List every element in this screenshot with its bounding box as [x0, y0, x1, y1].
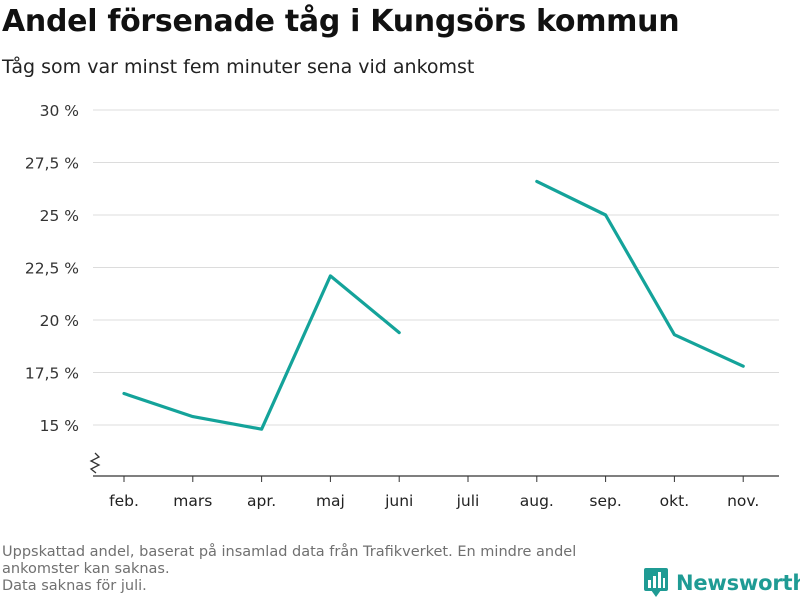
y-tick-label: 15 % — [40, 417, 79, 435]
newsworthy-logo: Newsworthy — [644, 568, 800, 598]
x-tick-label: okt. — [660, 492, 689, 510]
footer-line: ankomster kan saknas. — [2, 561, 170, 577]
y-tick-label: 25 % — [40, 207, 79, 225]
series-lines — [122, 179, 745, 431]
gridlines — [93, 109, 779, 426]
y-tick-label: 27,5 % — [25, 155, 79, 173]
x-tick-label: sep. — [589, 492, 621, 510]
newsworthy-logo-icon — [644, 568, 668, 597]
series-line — [535, 179, 745, 368]
x-tick-label: nov. — [727, 492, 759, 510]
line-chart: 15 % 17,5 % 20 % 22,5 % 25 % 27,5 % 30 % feb. m… — [25, 102, 779, 510]
y-axis-tick-labels: 15 % 17,5 % 20 % 22,5 % 25 % 27,5 % 30 % — [25, 102, 79, 435]
x-tick-label: maj — [316, 492, 345, 510]
brand-name: Newsworthy — [676, 571, 800, 595]
x-tick-label: juli — [456, 492, 480, 510]
footer-note: Uppskattad andel, baserat på insamlad da… — [2, 544, 576, 595]
chart-subtitle: Tåg som var minst fem minuter sena vid a… — [2, 56, 475, 78]
x-tick-label: aug. — [520, 492, 554, 510]
footer-line: Uppskattad andel, baserat på insamlad da… — [2, 544, 577, 560]
x-tick-label: feb. — [109, 492, 139, 510]
axis-break-icon — [89, 452, 101, 474]
footer-line: Data saknas för juli. — [2, 578, 147, 594]
x-tick-label: juni — [384, 492, 413, 510]
x-tick-label: mars — [173, 492, 212, 510]
y-tick-label: 22,5 % — [25, 260, 79, 278]
y-tick-label: 20 % — [40, 312, 79, 330]
y-tick-label: 30 % — [40, 102, 79, 120]
chart-title: Andel försenade tåg i Kungsörs kommun — [2, 4, 680, 39]
x-axis: feb. mars apr. maj juni juli aug. sep. okt. nov. — [89, 452, 779, 510]
x-tick-label: apr. — [247, 492, 276, 510]
y-tick-label: 17,5 % — [25, 365, 79, 383]
series-line — [122, 274, 401, 431]
